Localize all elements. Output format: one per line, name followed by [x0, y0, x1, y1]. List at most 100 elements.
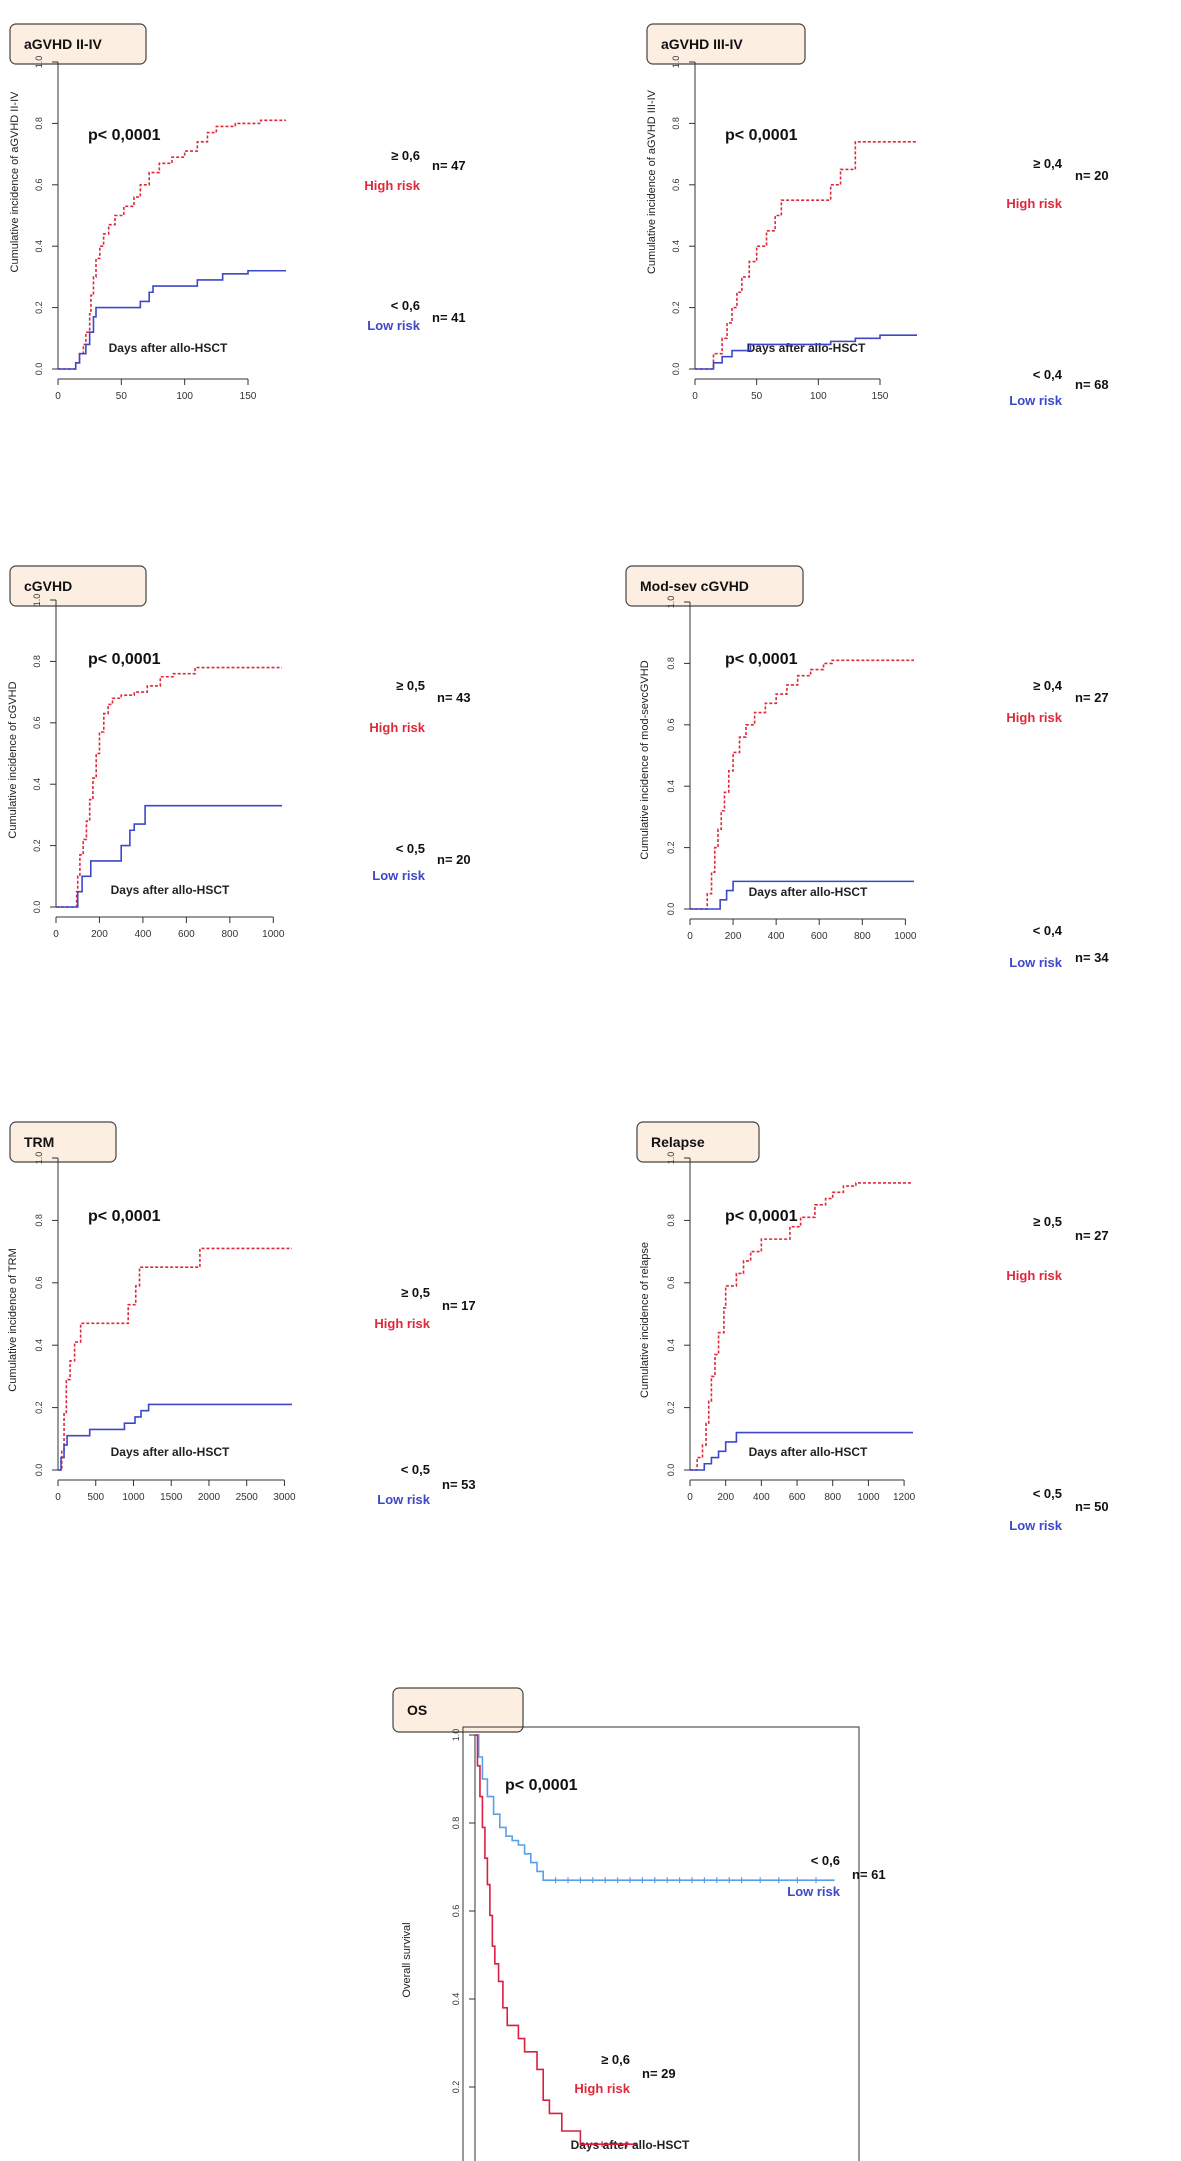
- y-tick-label: 0.4: [32, 778, 42, 791]
- x-tick-label: 0: [687, 1492, 693, 1503]
- panel-tag: OS: [407, 1702, 427, 1718]
- y-tick-label: 0.8: [451, 1817, 461, 1830]
- series-n: n= 50: [1075, 1499, 1109, 1514]
- series-risk-label: Low risk: [787, 1884, 841, 1899]
- y-tick-label: 1.0: [34, 1152, 44, 1165]
- x-tick-label: 200: [717, 1492, 734, 1503]
- x-tick-label: 500: [87, 1492, 104, 1503]
- x-tick-label: 0: [55, 391, 61, 402]
- y-tick-label: 0.4: [451, 1993, 461, 2006]
- panel-tag: aGVHD II-IV: [24, 36, 102, 52]
- series-threshold: < 0,5: [401, 1462, 430, 1477]
- series-threshold: ≥ 0,5: [401, 1285, 430, 1300]
- x-tick-label: 400: [768, 931, 785, 942]
- series-risk-label: High risk: [1006, 710, 1062, 725]
- y-tick-label: 1.0: [666, 596, 676, 609]
- x-axis-title: Days after allo-HSCT: [111, 883, 230, 897]
- series-risk-label: Low risk: [377, 1492, 431, 1507]
- p-value: p< 0,0001: [505, 1777, 578, 1794]
- x-axis-title: Days after allo-HSCT: [109, 341, 228, 355]
- series-risk-label: High risk: [1006, 1268, 1062, 1283]
- y-tick-label: 0.0: [671, 363, 681, 376]
- y-tick-label: 0.6: [666, 719, 676, 732]
- x-tick-label: 1500: [160, 1492, 183, 1503]
- y-axis-title: Cumulative incidence of relapse: [639, 1242, 651, 1398]
- chart-4: TRM0.00.20.40.60.81.00 500 1000 1500 2000 250…: [7, 1122, 476, 1507]
- series-line-low-risk: [58, 1404, 292, 1470]
- y-axis-title: Cumulative incidence of aGVHD II-IV: [9, 91, 21, 273]
- series-risk-label: Low risk: [1009, 393, 1063, 408]
- series-n: n= 20: [437, 852, 471, 867]
- series-n: n= 68: [1075, 377, 1109, 392]
- y-tick-label: 1.0: [32, 594, 42, 607]
- x-tick-label: 200: [91, 929, 108, 940]
- p-value: p< 0,0001: [725, 651, 798, 668]
- series-threshold: < 0,4: [1033, 367, 1063, 382]
- x-tick-label: 1000: [122, 1492, 145, 1503]
- y-tick-label: 0.2: [671, 301, 681, 314]
- x-tick-label: 600: [789, 1492, 806, 1503]
- x-tick-label: 1000: [894, 931, 917, 942]
- panel-tag: Relapse: [651, 1134, 705, 1150]
- y-tick-label: 0.4: [671, 240, 681, 253]
- y-tick-label: 0.0: [666, 903, 676, 916]
- y-tick-label: 0.2: [666, 841, 676, 854]
- series-n: n= 41: [432, 310, 466, 325]
- series-line-high-risk: [690, 1183, 913, 1470]
- x-tick-label: 400: [135, 929, 152, 940]
- x-axis-title: Days after allo-HSCT: [749, 1445, 868, 1459]
- y-tick-label: 0.0: [34, 1464, 44, 1477]
- series-n: n= 29: [642, 2066, 676, 2081]
- y-axis-title: Cumulative incidence of mod-sevcGVHD: [639, 660, 651, 859]
- x-tick-label: 1000: [857, 1492, 880, 1503]
- series-risk-label: Low risk: [372, 868, 426, 883]
- y-tick-label: 0.8: [32, 655, 42, 668]
- p-value: p< 0,0001: [88, 651, 161, 668]
- series-risk-label: High risk: [374, 1316, 430, 1331]
- series-line-high-risk: [56, 668, 282, 907]
- figure-canvas: aGVHD II-IV 0.0 0.2 0.4 0.6 0.8 1.0 0 50 100 150 Cu…: [0, 0, 1181, 2161]
- series-threshold: < 0,5: [1033, 1486, 1062, 1501]
- p-value: p< 0,0001: [88, 127, 161, 144]
- panel-tag: TRM: [24, 1134, 54, 1150]
- x-tick-label: 2000: [198, 1492, 221, 1503]
- series-threshold: ≥ 0,5: [396, 678, 425, 693]
- x-tick-label: 50: [751, 391, 763, 402]
- x-tick-label: 1000: [262, 929, 285, 940]
- y-tick-label: 0.2: [32, 839, 42, 852]
- x-tick-label: 3000: [273, 1492, 296, 1503]
- y-tick-label: 0.6: [666, 1277, 676, 1290]
- x-tick-label: 100: [810, 391, 827, 402]
- series-line-high-risk: [690, 660, 914, 909]
- series-threshold: ≥ 0,4: [1033, 678, 1063, 693]
- y-tick-label: 0.2: [34, 301, 44, 314]
- y-tick-label: 0.8: [666, 657, 676, 670]
- series-risk-label: High risk: [369, 720, 425, 735]
- y-tick-label: 0.0: [32, 901, 42, 914]
- x-tick-label: 200: [725, 931, 742, 942]
- y-tick-label: 0.2: [34, 1401, 44, 1414]
- y-tick-label: 0.6: [32, 717, 42, 730]
- y-tick-label: 1.0: [34, 56, 44, 69]
- x-axis-title: Days after allo-HSCT: [111, 1445, 230, 1459]
- series-risk-label: Low risk: [1009, 1518, 1063, 1533]
- p-value: p< 0,0001: [725, 127, 798, 144]
- series-line-low-risk: [475, 1735, 835, 1880]
- series-n: n= 61: [852, 1867, 886, 1882]
- series-threshold: < 0,6: [811, 1853, 840, 1868]
- y-axis-title: Cumulative incidence of TRM: [7, 1248, 19, 1391]
- chart-0: aGVHD II-IV 0.0 0.2 0.4 0.6 0.8 1.0 0 50 100 150 Cu…: [9, 24, 466, 402]
- series-risk-label: High risk: [364, 178, 420, 193]
- x-tick-label: 2500: [236, 1492, 259, 1503]
- y-tick-label: 0.8: [671, 117, 681, 130]
- series-threshold: < 0,6: [391, 298, 420, 313]
- y-tick-label: 0.2: [451, 2081, 461, 2094]
- y-tick-label: 1.0: [671, 56, 681, 69]
- y-tick-label: 0.0: [666, 1464, 676, 1477]
- x-tick-label: 0: [692, 391, 698, 402]
- x-tick-label: 150: [240, 391, 257, 402]
- y-tick-label: 0.6: [671, 179, 681, 192]
- series-n: n= 17: [442, 1298, 476, 1313]
- y-tick-label: 0.2: [666, 1401, 676, 1414]
- y-tick-label: 0.8: [34, 1214, 44, 1227]
